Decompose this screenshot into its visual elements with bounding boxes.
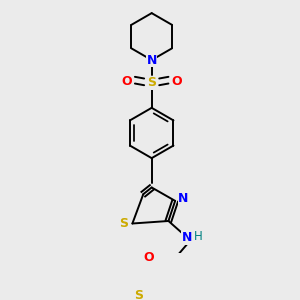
Text: O: O	[172, 74, 182, 88]
Text: N: N	[146, 54, 157, 67]
Text: S: S	[119, 217, 128, 230]
Text: N: N	[178, 192, 189, 205]
Text: H: H	[194, 230, 203, 243]
Text: S: S	[135, 289, 144, 300]
Text: O: O	[144, 251, 154, 264]
Text: S: S	[147, 76, 156, 89]
Text: N: N	[182, 231, 192, 244]
Text: O: O	[121, 74, 132, 88]
